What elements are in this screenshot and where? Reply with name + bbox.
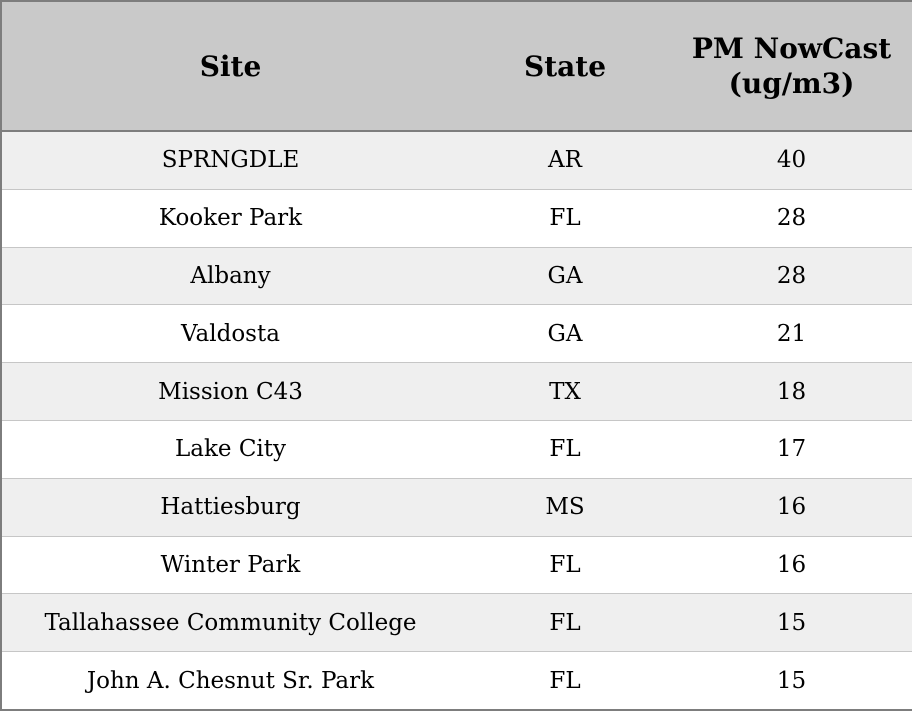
cell-site: Tallahassee Community College [1,593,459,652]
table-row: Lake City FL 17 [1,419,912,479]
cell-pm-nowcast: 15 [671,593,912,652]
cell-site: Kooker Park [1,188,459,248]
cell-site: John A. Chesnut Sr. Park [1,651,459,710]
cell-pm-nowcast: 15 [671,651,912,710]
table-row: SPRNGDLE AR 40 [1,131,912,190]
cell-pm-nowcast: 28 [671,188,912,248]
cell-state: GA [459,304,671,363]
header-row: Site State PM NowCast (ug/m3) [1,1,912,132]
cell-site: Mission C43 [1,362,459,421]
table-row: John A. Chesnut Sr. Park FL 15 [1,651,912,710]
cell-site: Hattiesburg [1,477,459,537]
cell-site: Winter Park [1,535,459,594]
cell-pm-nowcast: 40 [776,147,807,174]
table-body: SPRNGDLE AR 40 Kooker Park FL 28 Albany … [1,131,912,710]
cell-pm-nowcast: 17 [671,419,912,479]
cell-state: MS [459,477,671,537]
table-row: Hattiesburg MS 16 [1,477,912,537]
cell-pm-nowcast: 16 [671,477,912,537]
column-header-state: State [459,1,671,132]
cell-state: FL [459,535,671,594]
column-header-pm-nowcast: PM NowCast (ug/m3) [671,1,912,132]
cell-pm-nowcast: 16 [671,535,912,594]
cell-state: FL [459,651,671,710]
table-row: Kooker Park FL 28 [1,188,912,248]
cell-state: GA [459,246,671,305]
cell-state: TX [459,362,671,421]
table-row: Albany GA 28 [1,246,912,305]
cell-state: AR [548,147,582,174]
cell-pm-nowcast: 21 [671,304,912,363]
table-row: Valdosta GA 21 [1,304,912,363]
column-header-site: Site [1,1,459,132]
table-row: Mission C43 TX 18 [1,362,912,421]
table-header: Site State PM NowCast (ug/m3) [1,1,912,132]
table-row: Winter Park FL 16 [1,535,912,594]
cell-pm-nowcast: 28 [671,246,912,305]
cell-site: SPRNGDLE [161,147,300,174]
cell-site: Albany [1,246,459,305]
cell-state: FL [459,419,671,479]
cell-pm-nowcast: 18 [671,362,912,421]
cell-state: FL [459,188,671,248]
cell-site: Lake City [1,419,459,479]
table-row: Tallahassee Community College FL 15 [1,593,912,652]
cell-state: FL [459,593,671,652]
cell-site: Valdosta [1,304,459,363]
